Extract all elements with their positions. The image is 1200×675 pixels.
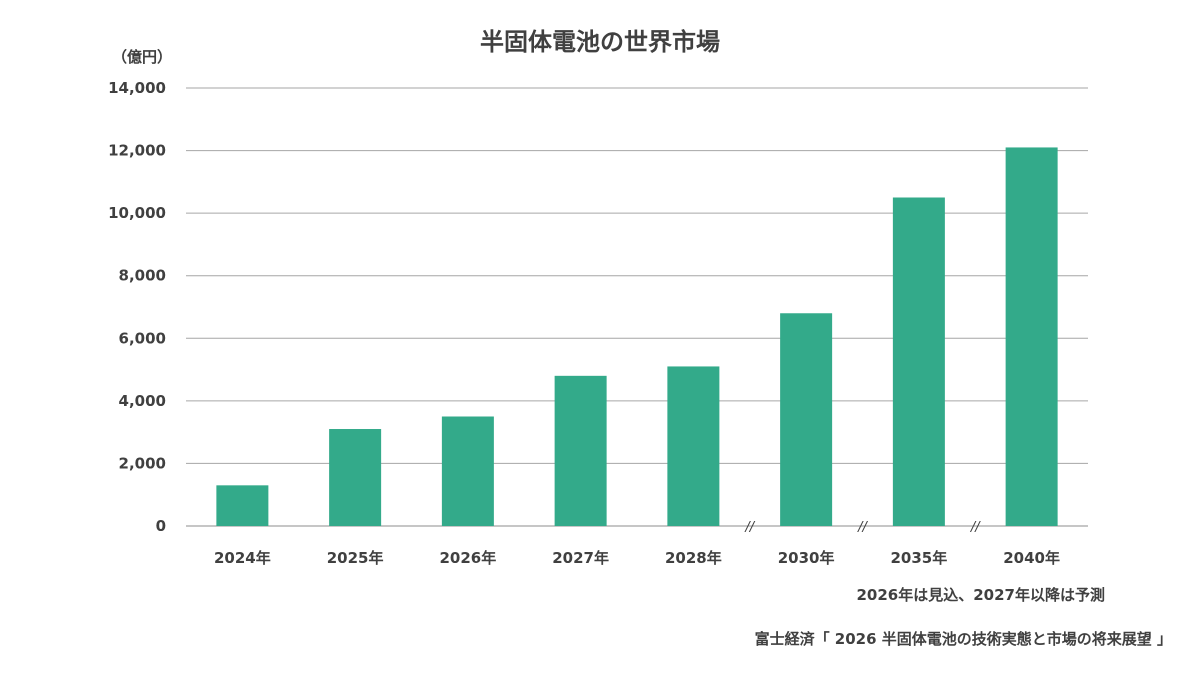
bar (441, 416, 494, 526)
axis-break-marker: // (857, 520, 868, 535)
x-tick-label: 2028年 (665, 549, 722, 567)
y-tick-label: 10,000 (108, 204, 166, 222)
x-tick-labels: 2024年 2025年 2026年 2027年 2028年 2030年 2035年 2040年 (214, 549, 1060, 567)
y-tick-labels: 0 2,000 4,000 6,000 8,000 10,000 12,000 14,000 (108, 79, 166, 535)
bar (329, 429, 382, 526)
x-tick-label: 2035年 (891, 549, 948, 567)
y-tick-label: 4,000 (119, 392, 166, 410)
bars (216, 147, 1058, 526)
y-tick-label: 14,000 (108, 79, 166, 97)
axis-break-marker: // (970, 520, 981, 535)
x-tick-label: 2027年 (552, 549, 609, 567)
x-tick-label: 2024年 (214, 549, 271, 567)
x-tick-label: 2026年 (440, 549, 497, 567)
y-axis-unit-label: （億円） (112, 48, 173, 66)
y-tick-label: 12,000 (108, 142, 166, 160)
bar (1005, 147, 1058, 526)
bar (554, 375, 607, 526)
x-tick-label: 2030年 (778, 549, 835, 567)
forecast-note: 2026年は見込、2027年以降は予測 (856, 586, 1106, 604)
axis-breaks: // // // (744, 520, 981, 535)
y-tick-label: 6,000 (119, 329, 166, 347)
bar (667, 366, 720, 526)
axis-break-marker: // (744, 520, 755, 535)
source-citation: 富士経済「 2026 半固体電池の技術実態と市場の将来展望 」 (754, 630, 1172, 648)
bar (216, 485, 269, 526)
chart-title: 半固体電池の世界市場 (480, 28, 720, 56)
y-tick-label: 2,000 (119, 454, 166, 472)
bar (892, 197, 945, 526)
gridlines (186, 87, 1088, 527)
y-tick-label: 0 (156, 517, 166, 535)
x-tick-label: 2040年 (1003, 549, 1060, 567)
bar (780, 313, 833, 526)
x-tick-label: 2025年 (327, 549, 384, 567)
y-tick-label: 8,000 (119, 267, 166, 285)
